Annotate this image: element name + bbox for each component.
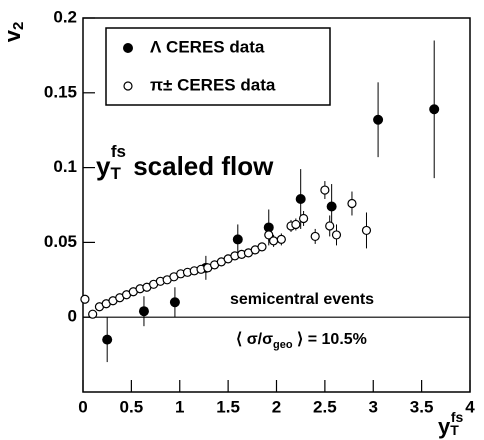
y-tick-label: 0.05 (44, 232, 77, 251)
data-point (257, 242, 267, 252)
y-label-sub: 2 (10, 22, 27, 30)
data-point (295, 194, 306, 205)
data-point (80, 294, 90, 304)
x-tick-label: 4 (465, 397, 475, 416)
x-tick-label: 1 (175, 397, 184, 416)
flow-label: yTfs scaled flow (96, 142, 274, 183)
y-tick-label: 0.2 (53, 7, 77, 26)
x-tick-label: 1.5 (216, 397, 240, 416)
legend-label: π± CERES data (150, 75, 276, 94)
data-point (138, 306, 149, 317)
data-point (102, 334, 113, 345)
x-tick-label: 0 (78, 397, 87, 416)
y-label-base: v (0, 29, 25, 42)
events-label: semicentral events (230, 291, 374, 308)
data-point (347, 198, 357, 209)
flow-rest: scaled flow (126, 151, 274, 181)
flow-base: y (96, 151, 111, 181)
centrality-b: ⟩ = 10.5% (293, 331, 367, 348)
x-tick-label: 2 (272, 397, 281, 416)
legend-label: Λ CERES data (150, 37, 265, 56)
x-label-base: y (438, 414, 451, 439)
y-tick-label: 0.15 (44, 82, 77, 101)
data-point (264, 230, 274, 240)
data-point (169, 297, 180, 308)
data-point (291, 219, 301, 230)
centrality-label: ⟨ σ/σgeo ⟩ = 10.5% (236, 331, 367, 351)
x-axis-label: yTfs (438, 409, 463, 439)
data-point (88, 309, 98, 319)
flow-sub: T (110, 164, 121, 183)
centrality-a: ⟨ σ/σ (236, 331, 273, 348)
legend-marker (123, 81, 133, 91)
x-label-sup: fs (451, 409, 464, 425)
data-point (310, 231, 320, 242)
data-point (361, 225, 372, 236)
legend-box (105, 27, 331, 106)
x-label-sub: T (450, 422, 459, 438)
data-point (331, 230, 342, 240)
y-tick-label: 0.1 (53, 157, 77, 176)
x-tick-label: 2.5 (313, 397, 337, 416)
legend-marker (123, 43, 133, 53)
flow-sup: fs (111, 142, 126, 161)
x-tick-label: 3.5 (410, 397, 434, 416)
data-point (263, 222, 274, 233)
x-tick-label: 3 (369, 397, 378, 416)
data-point (373, 114, 384, 125)
data-point (276, 234, 286, 245)
y-tick-label: 0 (68, 307, 77, 326)
data-point (429, 104, 440, 115)
data-point (232, 234, 243, 245)
data-point (268, 236, 279, 246)
data-point (325, 221, 335, 231)
data-point (320, 185, 330, 195)
data-point (326, 201, 337, 212)
x-tick-label: 0.5 (120, 397, 144, 416)
centrality-sub: geo (273, 339, 293, 351)
data-point (298, 213, 309, 224)
y-axis-label: v2 (0, 22, 27, 43)
